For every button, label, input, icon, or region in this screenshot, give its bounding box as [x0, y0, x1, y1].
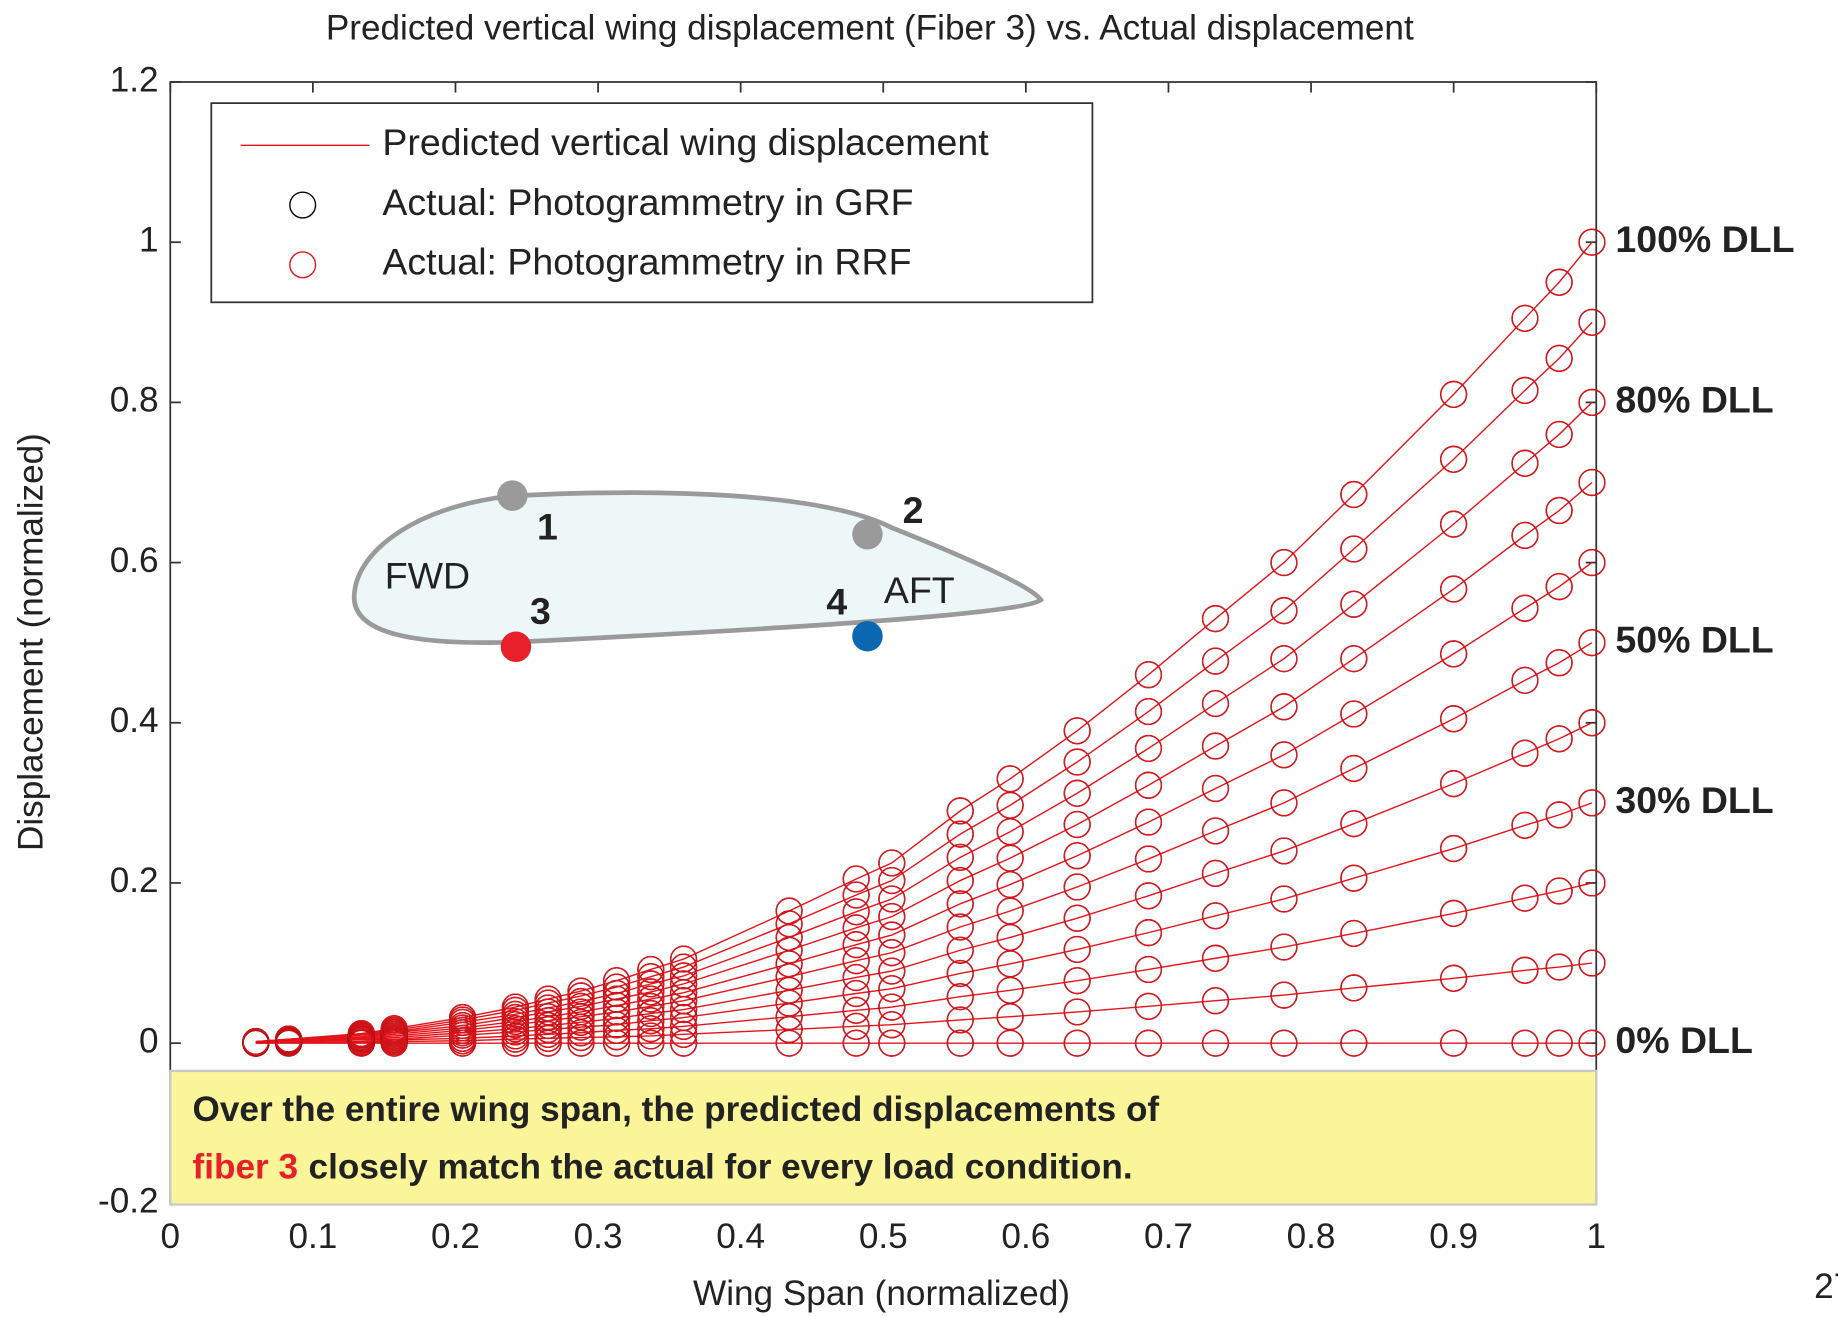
x-tick-label: 0.3: [574, 1217, 623, 1256]
callout-text: Over the entire wing span, the predicted…: [193, 1090, 1160, 1129]
y-tick-label: 0.2: [110, 861, 159, 900]
x-axis-title: Wing Span (normalized): [693, 1274, 1070, 1313]
y-tick-label: 1.2: [110, 60, 159, 99]
predicted-line: [256, 402, 1592, 1041]
aft-label: AFT: [884, 569, 955, 611]
legend-label: Predicted vertical wing displacement: [382, 121, 989, 163]
y-tick-label: 0.8: [110, 381, 159, 420]
callout-highlight: fiber 3: [193, 1148, 298, 1187]
legend: Predicted vertical wing displacement Actu…: [211, 103, 1092, 302]
chart: Predicted vertical wing displacement (Fi…: [0, 0, 1838, 1317]
x-tick-label: 0.4: [716, 1217, 765, 1256]
predicted-line: [256, 723, 1592, 1043]
fwd-label: FWD: [385, 555, 470, 597]
legend-label: Actual: Photogrammetry in GRF: [382, 181, 913, 223]
fiber-label: 3: [530, 590, 551, 632]
y-tick-label: 0.6: [110, 541, 159, 580]
x-tick-label: 0.1: [288, 1217, 337, 1256]
y-tick-label: 1: [139, 220, 159, 259]
y-tick-label: 0.4: [110, 701, 159, 740]
x-tick-label: 0.2: [431, 1217, 480, 1256]
fiber-point: [497, 480, 527, 510]
fiber-label: 2: [903, 489, 924, 531]
fiber-label: 1: [537, 506, 558, 548]
legend-label: Actual: Photogrammetry in RRF: [382, 241, 911, 283]
page-number: 27: [1814, 1267, 1838, 1306]
callout-text: fiber 3 closely match the actual for ever…: [193, 1148, 1133, 1187]
load-label: 80% DLL: [1615, 378, 1773, 420]
fiber-point: [852, 519, 882, 549]
fiber-label: 4: [826, 581, 847, 623]
predicted-line: [256, 643, 1592, 1043]
load-label: 0% DLL: [1615, 1019, 1752, 1061]
load-label: 50% DLL: [1615, 619, 1773, 661]
callout-text: closely match the actual for every load …: [309, 1148, 1133, 1187]
x-tick-label: 0.8: [1287, 1217, 1336, 1256]
y-tick-label: -0.2: [98, 1182, 159, 1221]
x-tick-label: 0.9: [1429, 1217, 1478, 1256]
fiber-point: [501, 632, 531, 662]
x-tick-label: 0.7: [1144, 1217, 1193, 1256]
load-label: 30% DLL: [1615, 779, 1773, 821]
airfoil-inset: 1 2 3 4 FWD AFT: [354, 480, 1041, 662]
page: {"chart_data": { "type": "line", "title"…: [0, 0, 1838, 1317]
x-tick-label: 0.5: [859, 1217, 908, 1256]
x-tick-label: 0: [161, 1217, 181, 1256]
y-tick-label: 0: [139, 1021, 159, 1060]
y-axis-title: Displacement (normalized): [11, 433, 50, 851]
load-label: 100% DLL: [1615, 218, 1794, 260]
callout: Over the entire wing span, the predicted…: [170, 1071, 1596, 1205]
x-tick-label: 1: [1586, 1217, 1606, 1256]
fiber-point: [852, 621, 882, 651]
x-tick-label: 0.6: [1001, 1217, 1050, 1256]
chart-title: Predicted vertical wing displacement (Fi…: [326, 9, 1414, 48]
predicted-line: [256, 322, 1592, 1041]
